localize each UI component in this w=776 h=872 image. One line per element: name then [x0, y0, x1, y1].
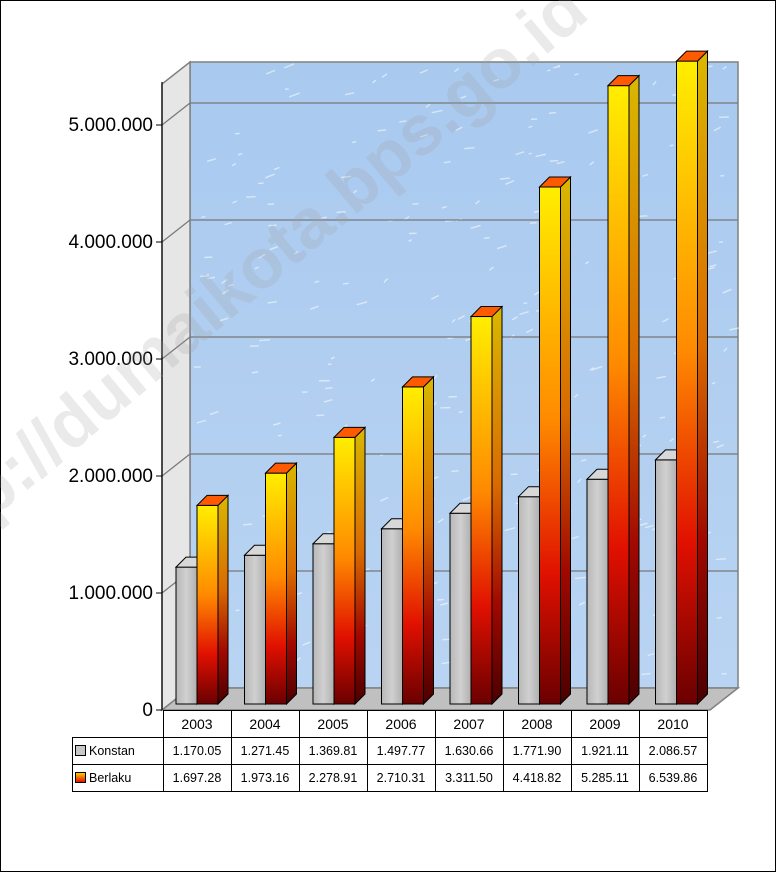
category-label: 2009 — [570, 710, 640, 738]
category-label: 2006 — [366, 710, 436, 738]
bar-berlaku-2010 — [675, 49, 709, 706]
category-label: 2004 — [230, 710, 300, 738]
gridline-side — [161, 336, 191, 360]
bar-berlaku-2009 — [606, 74, 641, 706]
bar-berlaku-2005 — [332, 426, 367, 706]
gridline-side — [161, 453, 191, 477]
series-name: Berlaku — [89, 771, 132, 785]
bar-berlaku-2007 — [469, 305, 504, 706]
data-label: 6.539.86 — [638, 764, 708, 792]
legend-swatch — [75, 772, 86, 783]
y-tick-label: 3.000.000 — [68, 349, 153, 370]
data-label: 1.271.45 — [230, 737, 300, 765]
series-name: Konstan — [89, 744, 135, 758]
table-corner — [72, 710, 164, 738]
gridline-side — [161, 219, 191, 243]
data-label: 1.973.16 — [230, 764, 300, 792]
bar-berlaku-2008 — [538, 175, 572, 706]
data-label: 1.497.77 — [366, 737, 436, 765]
data-label: 1.921.11 — [570, 737, 640, 765]
bar-berlaku-2004 — [264, 461, 298, 706]
category-label: 2010 — [638, 710, 708, 738]
category-label: 2007 — [434, 710, 504, 738]
y-tick-label: 5.000.000 — [68, 115, 153, 136]
bar-berlaku-2003 — [195, 494, 230, 706]
data-label: 2.278.91 — [298, 764, 368, 792]
data-table: 2003 2004 2005 2006 2007 2008 2009 2010 Konstan 1… — [72, 710, 708, 792]
data-label: 1.697.28 — [162, 764, 232, 792]
data-label: 1.369.81 — [298, 737, 368, 765]
category-label: 2003 — [162, 710, 232, 738]
y-tick-label: 1.000.000 — [68, 583, 153, 604]
data-label: 1.170.05 — [162, 737, 232, 765]
table-row: Berlaku 1.697.28 1.973.16 2.278.91 2.710.31 3… — [72, 764, 708, 792]
category-label: 2005 — [298, 710, 368, 738]
legend-entry: Berlaku — [72, 764, 164, 792]
data-label: 2.710.31 — [366, 764, 436, 792]
data-label: 1.771.90 — [502, 737, 572, 765]
y-tick-label: 2.000.000 — [68, 466, 153, 487]
legend-entry: Konstan — [72, 737, 164, 765]
data-label: 5.285.11 — [570, 764, 640, 792]
legend-swatch — [75, 745, 86, 756]
data-label: 4.418.82 — [502, 764, 572, 792]
bar-berlaku-2006 — [401, 375, 435, 706]
category-label: 2008 — [502, 710, 572, 738]
table-row: Konstan 1.170.05 1.271.45 1.369.81 1.497.77 1… — [72, 737, 708, 765]
data-label: 2.086.57 — [638, 737, 708, 765]
data-label: 1.630.66 — [434, 737, 504, 765]
gridline-side — [161, 102, 191, 126]
y-tick-label: 4.000.000 — [68, 232, 153, 253]
data-label: 3.311.50 — [434, 764, 504, 792]
